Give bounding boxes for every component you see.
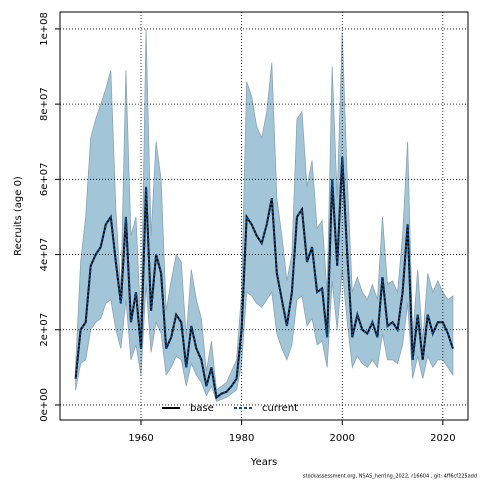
x-tick-label: 2000	[330, 433, 355, 444]
legend-label: base	[190, 403, 214, 414]
x-tick-label: 2020	[430, 433, 455, 444]
y-tick-label: 8e+07	[39, 87, 50, 121]
y-tick-label: 6e+07	[39, 163, 50, 197]
y-tick-label: 4e+07	[39, 238, 50, 272]
y-axis-label: Recruits (age 0)	[13, 176, 24, 256]
x-tick-label: 1980	[229, 433, 254, 444]
series-line	[74, 156, 454, 400]
confidence-band	[75, 28, 454, 402]
x-axis-label: Years	[250, 457, 277, 468]
footer: stockassessment.org, NSAS_herring_2022, …	[303, 474, 477, 480]
y-tick-label: 0e+00	[39, 388, 50, 422]
x-tick-label: 1960	[128, 433, 153, 444]
legend-label: current	[262, 403, 298, 414]
y-tick-label: 1e+08	[39, 12, 50, 46]
plot-frame	[59, 11, 469, 421]
y-tick-label: 2e+07	[39, 313, 50, 347]
